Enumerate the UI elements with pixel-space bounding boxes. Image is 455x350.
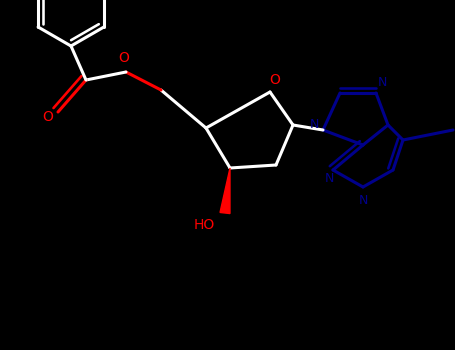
Text: O: O (119, 51, 129, 65)
Text: N: N (309, 118, 319, 131)
Polygon shape (220, 168, 230, 214)
Text: N: N (324, 172, 334, 184)
Text: N: N (378, 77, 387, 90)
Text: HO: HO (194, 218, 215, 232)
Text: O: O (43, 110, 53, 124)
Text: O: O (269, 73, 280, 87)
Text: N: N (359, 195, 368, 208)
